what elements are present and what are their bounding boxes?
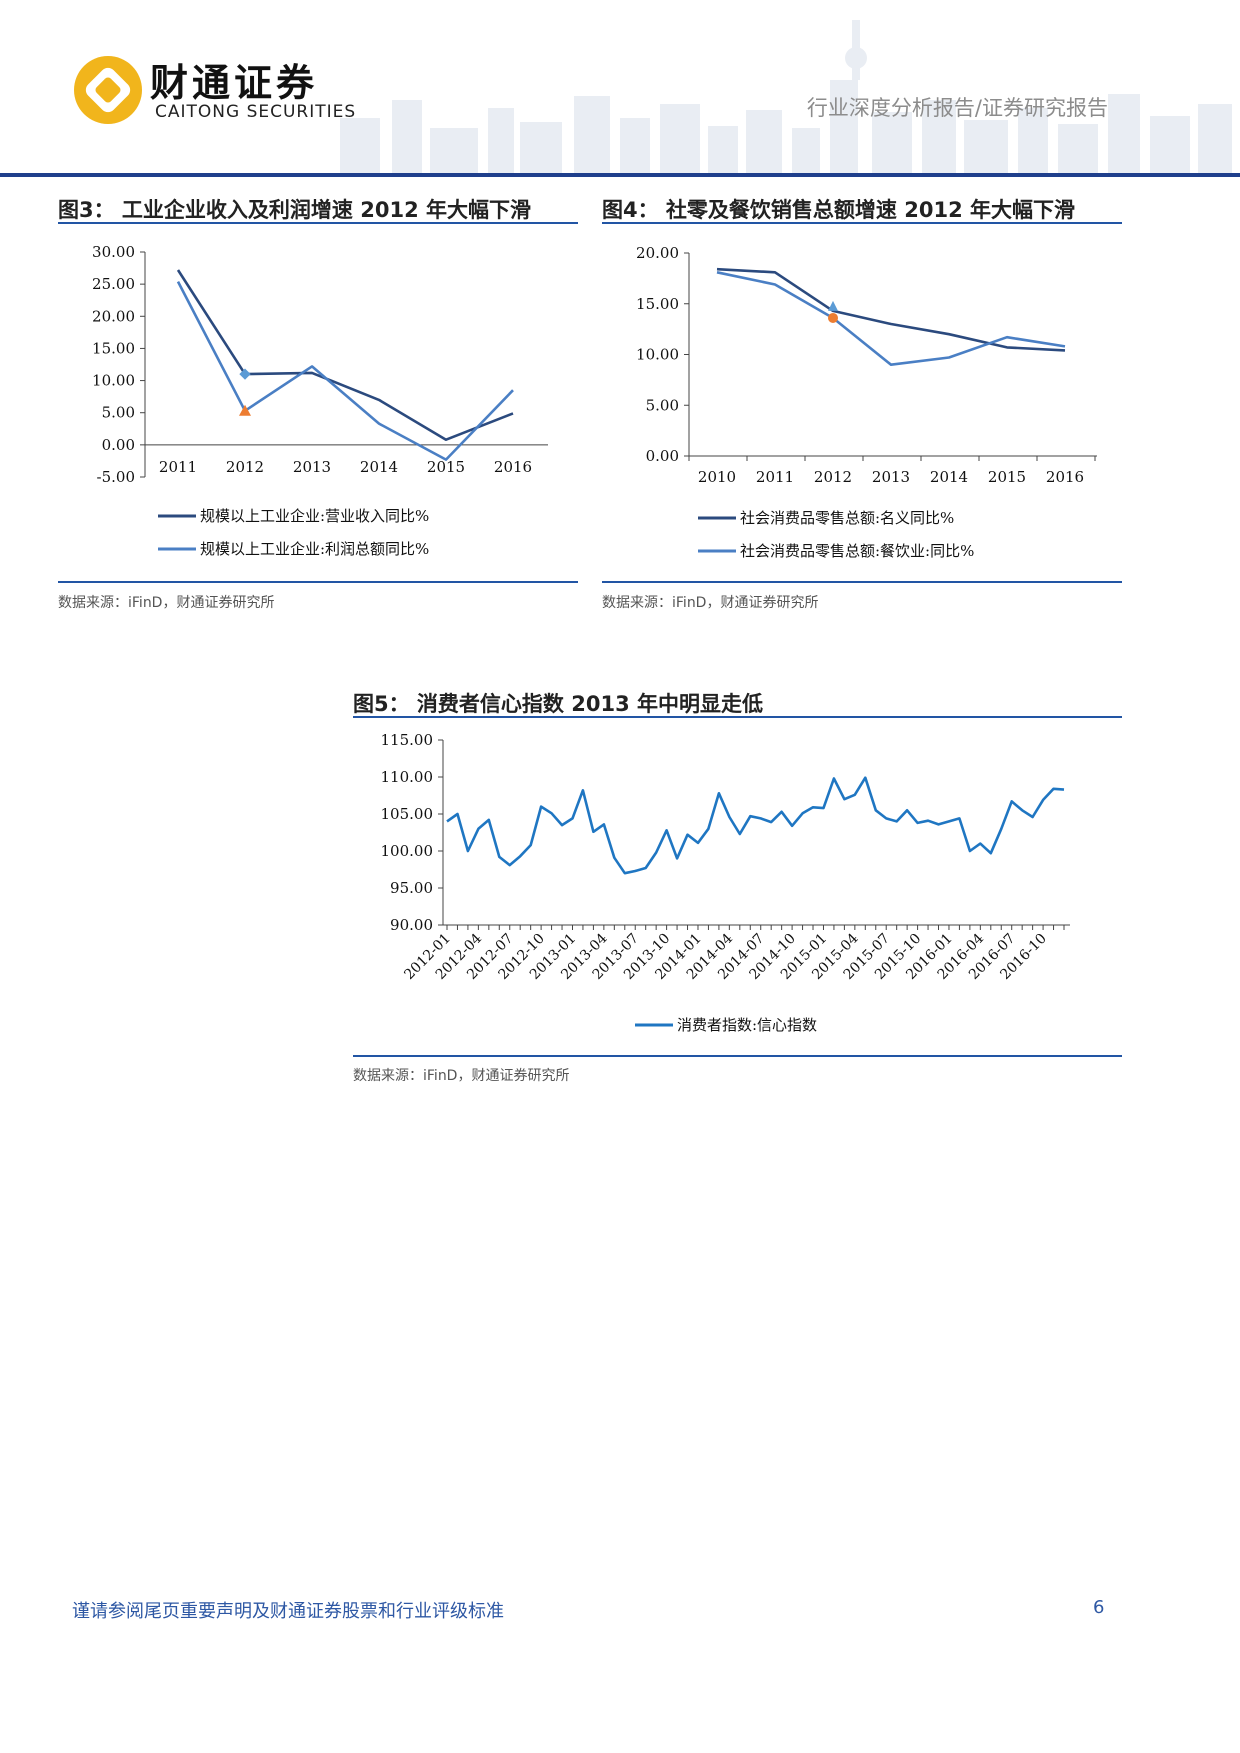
figure3-series-line-1 [176,269,514,441]
figure3-x-tick-label: 2011 [159,458,197,476]
figure4-x-tick-label: 2013 [872,468,910,486]
figure5-y-tick-label: 100.00 [381,842,434,860]
figure4-title: 图4： 社零及餐饮销售总额增速 2012 年大幅下滑 [602,198,1075,222]
figure4-x-tick-label: 2012 [814,468,852,486]
figure5-legend-label-1: 消费者指数:信心指数 [677,1016,817,1034]
figure3-y-tick-label: 25.00 [92,275,135,293]
figure3-y-tick-label: 10.00 [92,372,135,390]
figure4-x-tick-label: 2015 [988,468,1026,486]
figure3-chart: 30.00 25.00 20.00 15.00 10.00 5.00 0.00 -5.00 20… [92,243,548,558]
figure3-x-tick-label: 2015 [427,458,465,476]
figure5-series-line-1 [446,776,1065,875]
figure4-legend-label-1: 社会消费品零售总额:名义同比% [740,509,954,527]
figure5-y-tick-label: 115.00 [381,731,434,749]
figure3-y-tick-label: 0.00 [102,436,135,454]
figure5-y-tick-label: 95.00 [390,879,433,897]
company-logo-icon [74,56,142,124]
document-type: 行业深度分析报告/证券研究报告 [806,96,1108,120]
figure5-bottom-rule [353,1055,1122,1057]
figure3-legend-label-1: 规模以上工业企业:营业收入同比% [200,507,429,525]
figure3-title: 图3： 工业企业收入及利润增速 2012 年大幅下滑 [58,198,531,222]
figure5-title-rule [353,716,1122,718]
figure4-x-tick-label: 2014 [930,468,968,486]
figure4-x-tick-label: 2016 [1046,468,1084,486]
figure3-highlight-marker-profit [239,404,251,416]
figure4-series-line-1 [716,267,1066,352]
figure3-x-tick-label: 2016 [494,458,532,476]
page-number: 6 [1093,1597,1105,1618]
header-skyline [340,20,1232,173]
header-divider [0,173,1240,177]
figure5-title: 图5： 消费者信心指数 2013 年中明显走低 [353,692,763,716]
figure4-y-tick-label: 5.00 [646,396,679,414]
figure4-series-line-2 [716,271,1066,366]
figure4-x-tick-label: 2011 [756,468,794,486]
figure4-highlight-marker-catering [828,312,838,323]
figure5-y-tick-label: 110.00 [381,768,434,786]
figure3-x-tick-label: 2013 [293,458,331,476]
figure4-bottom-rule [602,581,1122,583]
figure5-y-tick-label: 90.00 [390,916,433,934]
figure3-y-tick-label: 30.00 [92,243,135,261]
figure5-source: 数据来源：iFinD，财通证券研究所 [353,1068,570,1084]
figure5-y-tick-label: 105.00 [381,805,434,823]
figure3-series-line-2 [176,281,514,461]
figure3-source: 数据来源：iFinD，财通证券研究所 [58,595,275,611]
company-name-cn: 财通证券 [150,61,319,105]
figure3-x-tick-label: 2012 [226,458,264,476]
figure3-legend-label-2: 规模以上工业企业:利润总额同比% [200,540,429,558]
figure4-x-tick-label: 2010 [698,468,736,486]
figure3-bottom-rule [58,581,578,583]
figure3-y-tick-label: -5.00 [97,468,135,486]
figure4-y-tick-label: 20.00 [636,244,679,262]
figure3-y-tick-label: 20.00 [92,307,135,325]
figure4-y-tick-label: 0.00 [646,447,679,465]
figure3-title-rule [58,222,578,224]
figure3-y-tick-label: 5.00 [102,404,135,422]
figure4-title-rule [602,222,1122,224]
figure4-highlight-marker-retail [828,300,838,311]
figure4-y-tick-label: 10.00 [636,346,679,364]
disclaimer-note: 谨请参阅尾页重要声明及财通证券股票和行业评级标准 [72,1601,504,1622]
figure3-highlight-marker-revenue [239,368,251,380]
figure4-y-tick-label: 15.00 [636,295,679,313]
figure4-chart: 20.00 15.00 10.00 5.00 0.00 2010 2011 2012 2013 2… [636,244,1097,560]
figure3-x-tick-label: 2014 [360,458,398,476]
company-name-en: CAITONG SECURITIES [155,102,357,122]
figure5-chart: 115.00110.00105.00100.0095.0090.002012-0… [381,731,1070,1034]
figure3-y-tick-label: 15.00 [92,339,135,357]
figure4-legend-label-2: 社会消费品零售总额:餐饮业:同比% [740,542,974,560]
figure4-source: 数据来源：iFinD，财通证券研究所 [602,595,819,611]
page-header: 财通证券 CAITONG SECURITIES 行业深度分析报告/证券研究报告 [0,0,1240,180]
